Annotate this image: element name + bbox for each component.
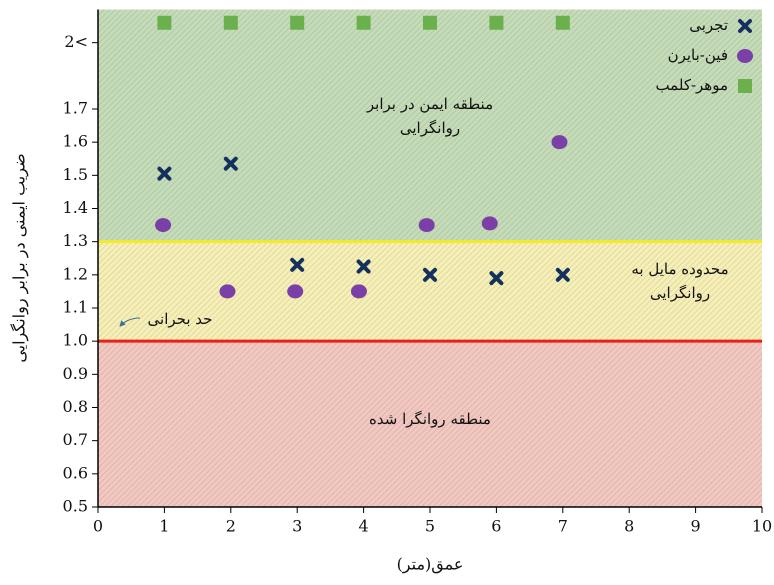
region-label: روانگرایی [650, 284, 710, 302]
y-tick-label: 1.7 [63, 99, 88, 118]
region-hatch [98, 341, 762, 507]
x-tick-label: 6 [491, 517, 501, 536]
y-tick-label: 2< [64, 32, 88, 51]
y-axis-label: ضریب ایمنی در برابر روانگرایی [10, 153, 29, 362]
region-label: روانگرایی [400, 119, 460, 137]
legend-marker [738, 19, 752, 33]
region-label: محدوده مایل به [631, 260, 728, 278]
region-label: منطقه ایمن در برابر [366, 95, 493, 113]
y-tick-label: 0.8 [63, 397, 88, 416]
square-marker [290, 15, 305, 30]
x-tick-label: 10 [752, 517, 772, 536]
circle-marker [551, 135, 568, 150]
x-tick-label: 5 [425, 517, 435, 536]
region-label: منطقه روانگرا شده [369, 410, 491, 428]
circle-marker [219, 284, 236, 299]
y-tick-label: 1.3 [63, 231, 88, 250]
circle-marker [481, 216, 498, 231]
x-axis-label: عمق(متر) [397, 555, 464, 574]
square-marker [423, 15, 437, 30]
x-tick-label: 9 [691, 517, 701, 536]
y-tick-label: 0.5 [63, 497, 88, 516]
x-marker [423, 267, 437, 282]
x-tick-label: 4 [359, 517, 369, 536]
square-marker [157, 15, 172, 30]
x-tick-label: 1 [159, 517, 169, 536]
x-tick-label: 3 [292, 517, 302, 536]
y-tick-label: 1.0 [63, 331, 88, 350]
y-tick-label: 0.6 [63, 463, 88, 482]
legend-label: موهر-کلمب [655, 76, 728, 94]
x-tick-label: 0 [93, 517, 103, 536]
circle-marker [418, 218, 435, 233]
annotation-arrow [119, 317, 141, 327]
annotation: حد بحرانی [148, 310, 213, 328]
square-marker [489, 15, 504, 30]
square-marker [223, 15, 238, 30]
square-marker [555, 15, 570, 30]
x-tick-label: 8 [624, 517, 634, 536]
square-marker [356, 15, 371, 30]
y-tick-label: 1.1 [63, 298, 88, 317]
circle-marker [350, 284, 367, 299]
legend-marker [738, 79, 752, 93]
x-marker [290, 257, 305, 272]
x-marker [223, 156, 238, 171]
legend-label: تجربی [689, 16, 728, 34]
y-tick-label: 1.5 [63, 165, 88, 184]
y-tick-label: 1.4 [63, 198, 88, 217]
circle-marker [155, 218, 172, 233]
y-tick-label: 1.2 [63, 264, 88, 283]
x-tick-label: 7 [558, 517, 568, 536]
region-hatch [98, 241, 762, 342]
y-tick-label: 0.9 [63, 364, 88, 383]
x-marker [157, 166, 172, 181]
legend-marker [737, 49, 753, 63]
legend-label: فین-بایرن [668, 46, 728, 64]
x-marker [555, 267, 570, 282]
y-tick-label: 1.6 [63, 132, 88, 151]
x-tick-label: 2 [226, 517, 236, 536]
circle-marker [287, 284, 304, 299]
y-tick-label: 0.7 [63, 430, 88, 449]
x-marker [356, 259, 371, 274]
region-hatch [98, 9, 762, 242]
x-marker [489, 271, 504, 286]
